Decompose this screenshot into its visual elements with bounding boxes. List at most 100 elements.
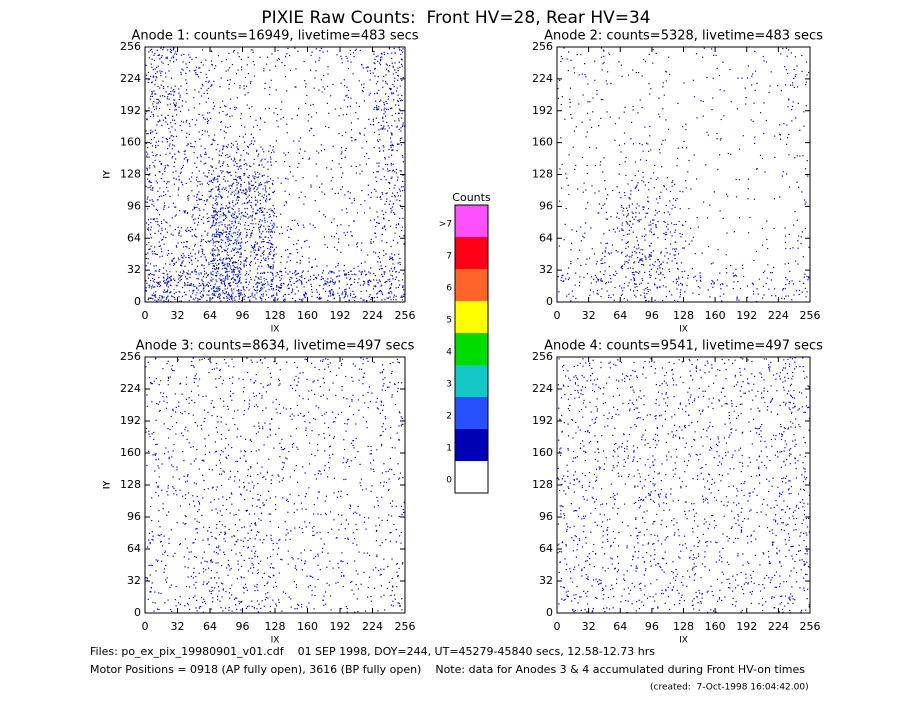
count-dot (650, 88, 652, 90)
count-dot (638, 272, 640, 274)
count-dot (345, 131, 347, 133)
count-dot (644, 295, 646, 297)
count-dot (762, 285, 764, 287)
count-dot (392, 263, 394, 265)
count-dot (321, 551, 323, 553)
count-dot (164, 291, 166, 293)
count-dot (681, 283, 683, 285)
count-dot (685, 221, 687, 223)
count-dot (196, 176, 198, 178)
count-dot (213, 294, 215, 296)
count-dot (779, 124, 781, 126)
count-dot (180, 181, 182, 183)
count-dot (238, 182, 240, 184)
count-dot (214, 67, 216, 70)
count-dot (375, 100, 377, 102)
count-dot (227, 144, 229, 146)
count-dot (717, 249, 719, 251)
count-dot (362, 67, 364, 69)
count-dot (770, 279, 772, 281)
count-dot (675, 241, 677, 243)
count-dot (231, 610, 233, 612)
count-dot (397, 286, 399, 288)
count-dot (221, 280, 223, 282)
count-dot (233, 270, 235, 272)
count-dot (226, 275, 228, 277)
count-dot (260, 289, 262, 291)
count-dot (247, 201, 249, 203)
count-dot (239, 85, 241, 87)
count-dot (365, 610, 367, 612)
count-dot (207, 538, 209, 540)
count-dot (335, 232, 338, 235)
count-dot (613, 228, 615, 230)
count-dot (252, 60, 254, 63)
count-dot (762, 271, 765, 274)
count-dot (716, 67, 718, 69)
count-dot (394, 232, 396, 234)
count-dot (367, 70, 369, 72)
count-dot (384, 111, 386, 113)
count-dot (213, 207, 215, 209)
count-dot (214, 245, 216, 247)
count-dot (328, 584, 330, 586)
count-dot (277, 49, 279, 52)
count-dot (685, 187, 687, 189)
count-dot (627, 262, 629, 264)
count-dot (242, 214, 244, 216)
count-dot (699, 287, 701, 289)
count-dot (351, 235, 353, 237)
count-dot (194, 253, 196, 255)
count-dot (236, 152, 238, 154)
count-dot (614, 274, 616, 276)
count-dot (252, 223, 254, 225)
count-dot (247, 224, 249, 227)
count-dot (249, 115, 251, 118)
count-dot (286, 53, 288, 55)
count-dot (355, 570, 357, 572)
count-dot (726, 193, 728, 195)
count-dot (566, 58, 568, 60)
count-dot (195, 72, 197, 74)
count-dot (205, 272, 207, 274)
count-dot (169, 143, 171, 145)
count-dot (201, 250, 203, 252)
count-dot (190, 575, 192, 577)
count-dot (187, 281, 189, 284)
count-dot (145, 265, 147, 267)
count-dot (157, 299, 159, 301)
count-dot (157, 199, 159, 201)
count-dot (215, 562, 217, 564)
count-dot (360, 203, 362, 206)
count-dot (219, 194, 222, 196)
count-dot (380, 585, 382, 587)
count-dot (321, 276, 323, 278)
count-dot (236, 165, 238, 167)
count-dot (271, 279, 273, 281)
count-dot (277, 126, 279, 128)
count-dot (346, 57, 348, 59)
count-dot (289, 253, 291, 255)
count-dot (389, 278, 391, 280)
count-dot (173, 264, 175, 266)
count-dot (309, 130, 311, 132)
count-dot (236, 248, 238, 250)
count-dot (147, 147, 149, 149)
count-dot (304, 563, 306, 565)
count-dot (373, 251, 375, 253)
count-dot (386, 192, 388, 194)
count-dot (146, 282, 148, 284)
count-dot (395, 172, 398, 174)
count-dot (392, 270, 394, 272)
count-dot (201, 194, 203, 197)
count-dot (206, 217, 208, 220)
count-dot (388, 181, 390, 183)
count-dot (759, 154, 762, 156)
count-dot (799, 155, 801, 157)
count-dot (398, 271, 400, 273)
count-dot (179, 96, 181, 98)
count-dot (367, 586, 369, 589)
count-dot (163, 219, 165, 221)
count-dot (179, 94, 181, 96)
count-dot (755, 250, 757, 253)
